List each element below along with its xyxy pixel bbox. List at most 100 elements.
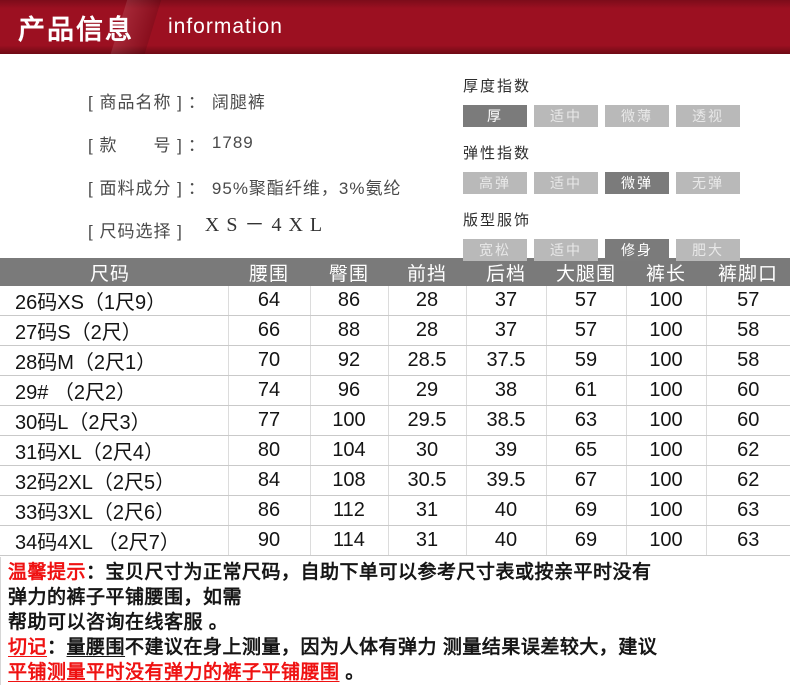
size-table-body: 26码XS（1尺9） 64 86 28 37 57 100 57 27码S（2尺） 66 88 28 3… xyxy=(0,286,790,556)
size-cell: 60 xyxy=(705,405,790,436)
size-table: 尺码 腰围 臀围 前挡 后档 大腿围 裤长 裤脚口 26码XS（1尺9） 64 86 28 37 57 1… xyxy=(0,258,790,556)
warning-red-text: 平铺测量平时没有弹力的裤子平铺腰围 xyxy=(8,662,340,683)
size-cell: 100 xyxy=(625,495,706,526)
size-cell: 60 xyxy=(705,375,790,406)
index-group-0: 厚度指数厚适中 微薄 透视 xyxy=(463,75,747,127)
size-cell: 39.5 xyxy=(465,465,546,496)
info-section: [ 商品名称 ]：阔腿裤[ 款 号 ]： 1789[ 面料成分 ]： 95%聚酯纤维… xyxy=(0,54,790,261)
tip-line-1: 温馨提示：宝贝尺寸为正常尺码，自助下单可以参考尺寸表或按亲平时没有 xyxy=(8,560,790,585)
table-row: 30码L（2尺3） 77 100 29.5 38.5 63 100 60 xyxy=(0,405,790,436)
size-row-label: 30码L（2尺3） xyxy=(0,405,228,436)
size-cell: 58 xyxy=(705,315,790,346)
size-cell: 40 xyxy=(465,525,546,556)
option-badge: 无弹 xyxy=(676,172,740,194)
table-row: 33码3XL（2尺6） 86 112 31 40 69 100 63 xyxy=(0,495,790,526)
warning-underlined-text: 量腰围 xyxy=(66,637,126,658)
size-cell: 92 xyxy=(309,345,388,376)
column-header-4: 后档 xyxy=(485,263,526,285)
size-cell: 37 xyxy=(465,286,546,316)
option-badge: 适中 xyxy=(534,172,598,194)
size-cell: 57 xyxy=(545,315,626,346)
size-cell: 31 xyxy=(387,495,466,526)
product-fields: [ 商品名称 ]：阔腿裤[ 款 号 ]： 1789[ 面料成分 ]： 95%聚酯纤维… xyxy=(88,90,402,262)
size-cell: 88 xyxy=(309,315,388,346)
index-options: 宽松 适中 修身 肥大 xyxy=(463,239,747,261)
tip-line-3: 帮助可以咨询在线客服 。 xyxy=(8,612,229,633)
size-cell: 57 xyxy=(705,286,790,316)
size-cell: 86 xyxy=(227,495,310,526)
field-value-size-range: XS－4XL xyxy=(204,213,330,236)
field-label: [ 尺码选择 ] xyxy=(88,221,183,241)
table-row: 28码M（2尺1） 70 92 28.5 37.5 59 100 58 xyxy=(0,345,790,376)
index-group-2: 版型服饰 宽松 适中 修身 肥大 xyxy=(463,209,747,261)
size-cell: 39 xyxy=(465,435,546,466)
size-cell: 96 xyxy=(309,375,388,406)
field-label: [ 款 号 ] xyxy=(88,135,183,155)
tip-line-1-text: ：宝贝尺寸为正常尺码，自助下单可以参考尺寸表或按亲平时没有 xyxy=(86,562,652,583)
size-cell: 31 xyxy=(387,525,466,556)
size-row-label: 28码M（2尺1） xyxy=(0,345,228,376)
banner: 产品信息 information xyxy=(0,0,790,54)
product-field-fabric-composition: [ 面料成分 ]： 95%聚酯纤维，3%氨纶 xyxy=(88,176,402,198)
field-label: [ 面料成分 ] xyxy=(88,178,183,198)
size-cell: 66 xyxy=(227,315,310,346)
size-cell: 62 xyxy=(705,435,790,466)
size-cell: 100 xyxy=(625,286,706,316)
size-row-label: 27码S（2尺） xyxy=(0,315,228,346)
warning-tail: 。 xyxy=(339,662,365,683)
column-header-6: 裤长 xyxy=(645,263,686,285)
size-cell: 61 xyxy=(545,375,626,406)
option-badge: 肥大 xyxy=(676,239,740,261)
size-cell: 65 xyxy=(545,435,626,466)
size-cell: 104 xyxy=(309,435,388,466)
index-title: 弹性指数 xyxy=(463,145,532,162)
size-cell: 100 xyxy=(625,345,706,376)
size-cell: 37.5 xyxy=(465,345,546,376)
attribute-indices: 厚度指数厚适中 微薄 透视 弹性指数 高弹 适中 微弹 无弹 版型服饰 宽松 适中 修身 肥大 xyxy=(463,75,747,276)
size-cell: 40 xyxy=(465,495,546,526)
size-row-label: 29# （2尺2） xyxy=(0,375,228,406)
option-badge: 适中 xyxy=(534,239,598,261)
column-header-5: 大腿围 xyxy=(555,263,616,285)
size-cell: 69 xyxy=(545,495,626,526)
table-row: 32码2XL（2尺5） 84 108 30.5 39.5 67 100 62 xyxy=(0,465,790,496)
size-table-header-row: 尺码 腰围 臀围 前挡 后档 大腿围 裤长 裤脚口 xyxy=(0,258,790,286)
size-cell: 114 xyxy=(309,525,388,556)
size-cell: 70 xyxy=(227,345,310,376)
tip-label: 温馨提示 xyxy=(8,562,87,583)
size-cell: 80 xyxy=(227,435,310,466)
size-cell: 100 xyxy=(625,525,706,556)
size-cell: 63 xyxy=(705,495,790,526)
size-cell: 74 xyxy=(227,375,310,406)
table-row: 27码S（2尺） 66 88 28 37 57 100 58 xyxy=(0,315,790,346)
table-row: 31码XL（2尺4） 80 104 30 39 65 100 62 xyxy=(0,435,790,466)
size-row-label: 34码4XL （2尺7） xyxy=(0,525,228,556)
field-label: [ 商品名称 ] xyxy=(88,92,183,112)
warning-label: 切记 xyxy=(8,637,48,658)
warning-rest-text: 不建议在身上测量，因为人体有弹力 测量结果误差较大，建议 xyxy=(125,637,658,658)
table-row: 26码XS（1尺9） 64 86 28 37 57 100 57 xyxy=(0,286,790,316)
size-cell: 100 xyxy=(625,405,706,436)
size-cell: 37 xyxy=(465,315,546,346)
size-cell: 108 xyxy=(309,465,388,496)
size-cell: 84 xyxy=(227,465,310,496)
size-cell: 64 xyxy=(227,286,310,316)
size-cell: 77 xyxy=(227,405,310,436)
page-title: 产品信息 xyxy=(18,14,134,45)
field-separator: ： xyxy=(187,178,205,198)
size-cell: 100 xyxy=(625,435,706,466)
field-value-product-name: 阔腿裤 xyxy=(211,92,266,112)
size-cell: 30 xyxy=(387,435,466,466)
size-cell: 63 xyxy=(545,405,626,436)
size-row-label: 32码2XL（2尺5） xyxy=(0,465,228,496)
size-cell: 69 xyxy=(545,525,626,556)
size-cell: 90 xyxy=(227,525,310,556)
field-separator: ： xyxy=(187,92,205,112)
size-cell: 86 xyxy=(309,286,388,316)
notes-section: 温馨提示：宝贝尺寸为正常尺码，自助下单可以参考尺寸表或按亲平时没有 弹力的裤子平… xyxy=(0,557,790,685)
size-row-label: 33码3XL（2尺6） xyxy=(0,495,228,526)
option-badge: 透视 xyxy=(676,105,740,127)
index-group-1: 弹性指数 高弹 适中 微弹 无弹 xyxy=(463,142,747,194)
size-cell: 28 xyxy=(387,286,466,316)
